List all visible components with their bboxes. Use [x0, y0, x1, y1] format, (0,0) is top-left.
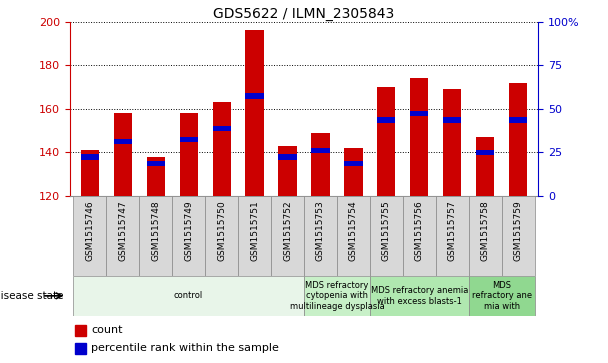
- Bar: [246, 30, 264, 196]
- Bar: [337, 196, 370, 276]
- Bar: [114, 139, 132, 144]
- Bar: [436, 196, 469, 276]
- Text: MDS refractory anemia
with excess blasts-1: MDS refractory anemia with excess blasts…: [371, 286, 468, 306]
- Bar: [443, 117, 461, 122]
- Bar: [410, 110, 429, 116]
- Text: GSM1515755: GSM1515755: [382, 200, 391, 261]
- Bar: [179, 113, 198, 196]
- Bar: [410, 78, 429, 196]
- Bar: [378, 117, 395, 122]
- Text: GSM1515749: GSM1515749: [184, 200, 193, 261]
- Bar: [246, 93, 264, 98]
- Bar: [75, 325, 86, 336]
- Bar: [469, 196, 502, 276]
- Text: GSM1515753: GSM1515753: [316, 200, 325, 261]
- Bar: [311, 147, 330, 153]
- Bar: [81, 150, 98, 196]
- Text: GSM1515746: GSM1515746: [85, 200, 94, 261]
- Bar: [370, 276, 469, 316]
- Bar: [114, 113, 132, 196]
- Text: GSM1515759: GSM1515759: [514, 200, 523, 261]
- Text: GSM1515757: GSM1515757: [448, 200, 457, 261]
- Bar: [238, 196, 271, 276]
- Bar: [469, 276, 535, 316]
- Bar: [510, 117, 527, 122]
- Bar: [139, 196, 172, 276]
- Bar: [278, 146, 297, 196]
- Bar: [172, 196, 205, 276]
- Bar: [81, 154, 98, 159]
- Bar: [73, 196, 106, 276]
- Text: GSM1515747: GSM1515747: [118, 200, 127, 261]
- Bar: [443, 89, 461, 196]
- Text: MDS
refractory ane
mia with: MDS refractory ane mia with: [472, 281, 532, 311]
- Text: GSM1515752: GSM1515752: [283, 200, 292, 261]
- Text: control: control: [174, 291, 203, 300]
- Bar: [344, 160, 362, 166]
- Bar: [510, 83, 527, 196]
- Text: GSM1515756: GSM1515756: [415, 200, 424, 261]
- Bar: [147, 160, 165, 166]
- Text: count: count: [91, 325, 122, 335]
- Text: percentile rank within the sample: percentile rank within the sample: [91, 343, 279, 354]
- Bar: [344, 148, 362, 196]
- Bar: [378, 87, 395, 196]
- Bar: [304, 196, 337, 276]
- Text: disease state: disease state: [0, 291, 64, 301]
- Bar: [271, 196, 304, 276]
- Bar: [75, 343, 86, 354]
- Text: GSM1515758: GSM1515758: [481, 200, 490, 261]
- Text: GSM1515748: GSM1515748: [151, 200, 160, 261]
- Bar: [213, 126, 230, 131]
- Bar: [304, 276, 370, 316]
- Text: GSM1515751: GSM1515751: [250, 200, 259, 261]
- Bar: [476, 150, 494, 155]
- Bar: [502, 196, 535, 276]
- Bar: [205, 196, 238, 276]
- Bar: [213, 102, 230, 196]
- Bar: [147, 157, 165, 196]
- Bar: [370, 196, 403, 276]
- Title: GDS5622 / ILMN_2305843: GDS5622 / ILMN_2305843: [213, 7, 395, 21]
- Text: MDS refractory
cytopenia with
multilineage dysplasia: MDS refractory cytopenia with multilinea…: [289, 281, 384, 311]
- Bar: [179, 136, 198, 142]
- Text: GSM1515750: GSM1515750: [217, 200, 226, 261]
- Bar: [311, 133, 330, 196]
- Bar: [73, 276, 304, 316]
- Bar: [403, 196, 436, 276]
- Bar: [106, 196, 139, 276]
- Text: GSM1515754: GSM1515754: [349, 200, 358, 261]
- Bar: [476, 137, 494, 196]
- Bar: [278, 154, 297, 159]
